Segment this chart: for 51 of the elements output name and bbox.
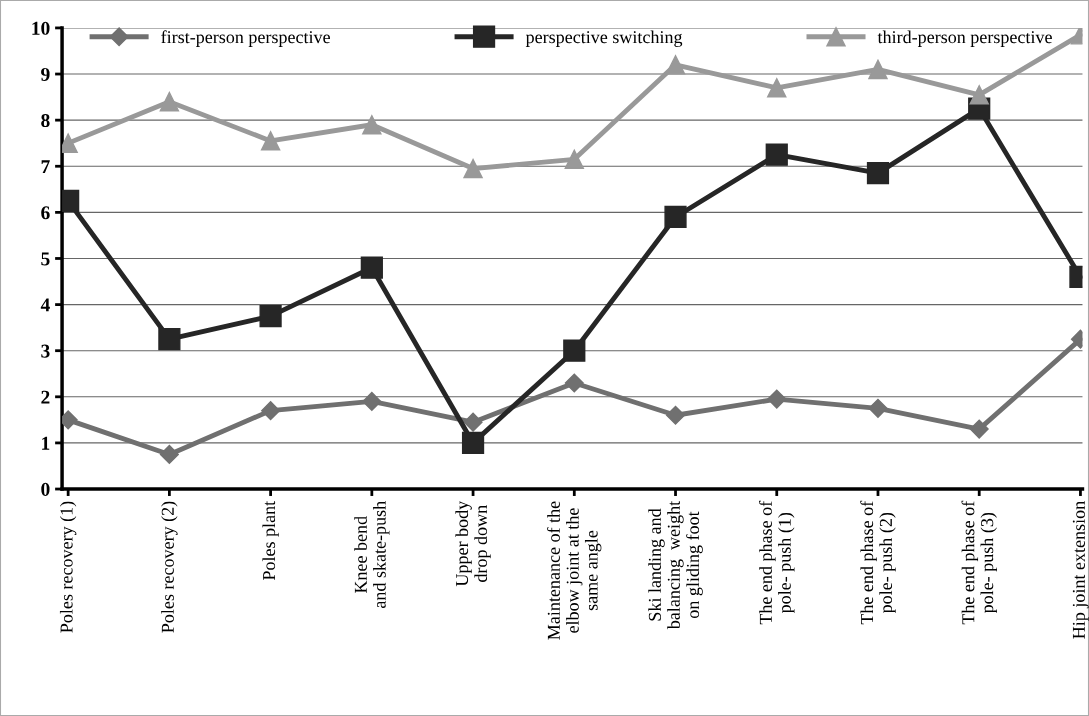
x-tick-label: Ski landing and balancing weight on gliding foot (648, 500, 703, 630)
y-tick-label: 10 (32, 21, 50, 35)
point (969, 419, 989, 439)
point (563, 339, 586, 362)
x-tick-label: The end phase of pole- push (3) (961, 500, 997, 625)
x-tick-label: Maintenance of the elbow joint at the same angle (547, 501, 602, 640)
x-tick-label: Knee bend and skate-push (354, 501, 390, 609)
legend-label: first-person perspective (161, 30, 330, 47)
point (259, 305, 282, 328)
y-tick-label: 4 (40, 298, 50, 312)
x-tick-label: Poles recovery (1) (59, 501, 77, 633)
point (767, 78, 787, 98)
y-tick-label: 9 (41, 67, 50, 81)
point (159, 91, 180, 112)
point (765, 143, 788, 166)
y-tick-label: 3 (41, 344, 50, 358)
point (866, 162, 890, 185)
x-tick-label: Hip joint extension (1072, 501, 1089, 639)
point (260, 131, 281, 151)
point (664, 205, 687, 229)
y-tick-label: 8 (41, 113, 50, 128)
y-tick-label: 1 (42, 436, 50, 450)
point (159, 444, 179, 464)
point (261, 401, 281, 421)
point (463, 412, 483, 432)
x-tick-label: Upper body drop down (455, 500, 491, 587)
y-tick-label: 0 (41, 482, 50, 496)
y-tick-label: 5 (41, 252, 50, 266)
y-tick-label: 6 (41, 206, 50, 220)
point (564, 373, 584, 393)
point (463, 158, 483, 179)
point (969, 85, 989, 105)
legend-label: perspective switching (525, 30, 683, 47)
point (362, 391, 382, 411)
point (767, 389, 787, 409)
point (360, 256, 383, 279)
point (461, 431, 485, 455)
point (665, 55, 686, 75)
legend-label: third-person perspective (877, 30, 1052, 47)
x-tick-label: The end phase of pole- push (2) (860, 500, 896, 625)
point (665, 405, 686, 425)
point (868, 398, 888, 418)
y-tick-label: 7 (41, 160, 50, 173)
x-tick-label: The end phase of pole- push (1) (759, 500, 795, 625)
point (362, 115, 382, 135)
y-tick-label: 2 (41, 390, 50, 404)
point (564, 149, 585, 170)
point (868, 59, 888, 80)
x-tick-label: Poles recovery (2) (161, 501, 178, 633)
x-tick-label: Poles plant (262, 500, 279, 581)
point (158, 328, 181, 351)
